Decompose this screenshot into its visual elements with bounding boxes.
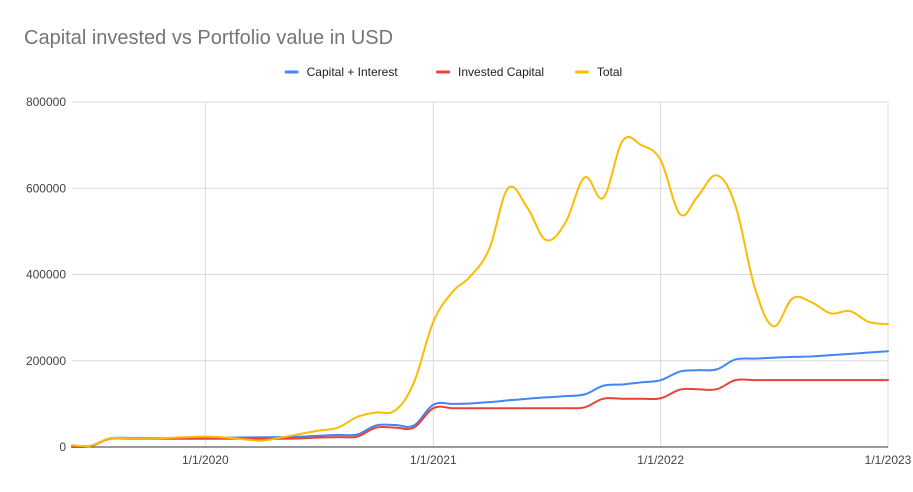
- legend-label: Invested Capital: [458, 65, 544, 79]
- chart-title: Capital invested vs Portfolio value in U…: [24, 27, 393, 49]
- y-tick-label: 400000: [26, 268, 66, 282]
- x-tick-label: 1/1/2020: [182, 453, 229, 467]
- legend-swatch: [574, 70, 589, 74]
- x-tick-label: 1/1/2023: [865, 453, 912, 467]
- x-tick-label: 1/1/2022: [637, 453, 684, 467]
- y-tick-label: 800000: [26, 95, 66, 109]
- x-tick-label: 1/1/2021: [410, 453, 457, 467]
- y-tick-label: 200000: [26, 354, 66, 368]
- x-axis: 1/1/2020 1/1/2021 1/1/2022 1/1/2023: [72, 446, 912, 467]
- y-tick-label: 0: [59, 440, 66, 454]
- legend-label: Capital + Interest: [307, 65, 399, 79]
- y-axis: 0 200000 400000 600000 800000: [26, 95, 66, 454]
- series-line-capital-interest: [71, 350, 889, 448]
- legend: Capital + Interest Invested Capital Total: [284, 65, 622, 79]
- series-line-invested-capital: [71, 378, 889, 449]
- legend-swatch: [436, 70, 451, 74]
- legend-label: Total: [597, 65, 622, 79]
- grid: [72, 101, 889, 447]
- plot-area: [71, 136, 889, 449]
- series-line-total: [71, 136, 889, 448]
- y-tick-label: 600000: [26, 181, 66, 195]
- legend-swatch: [284, 70, 299, 74]
